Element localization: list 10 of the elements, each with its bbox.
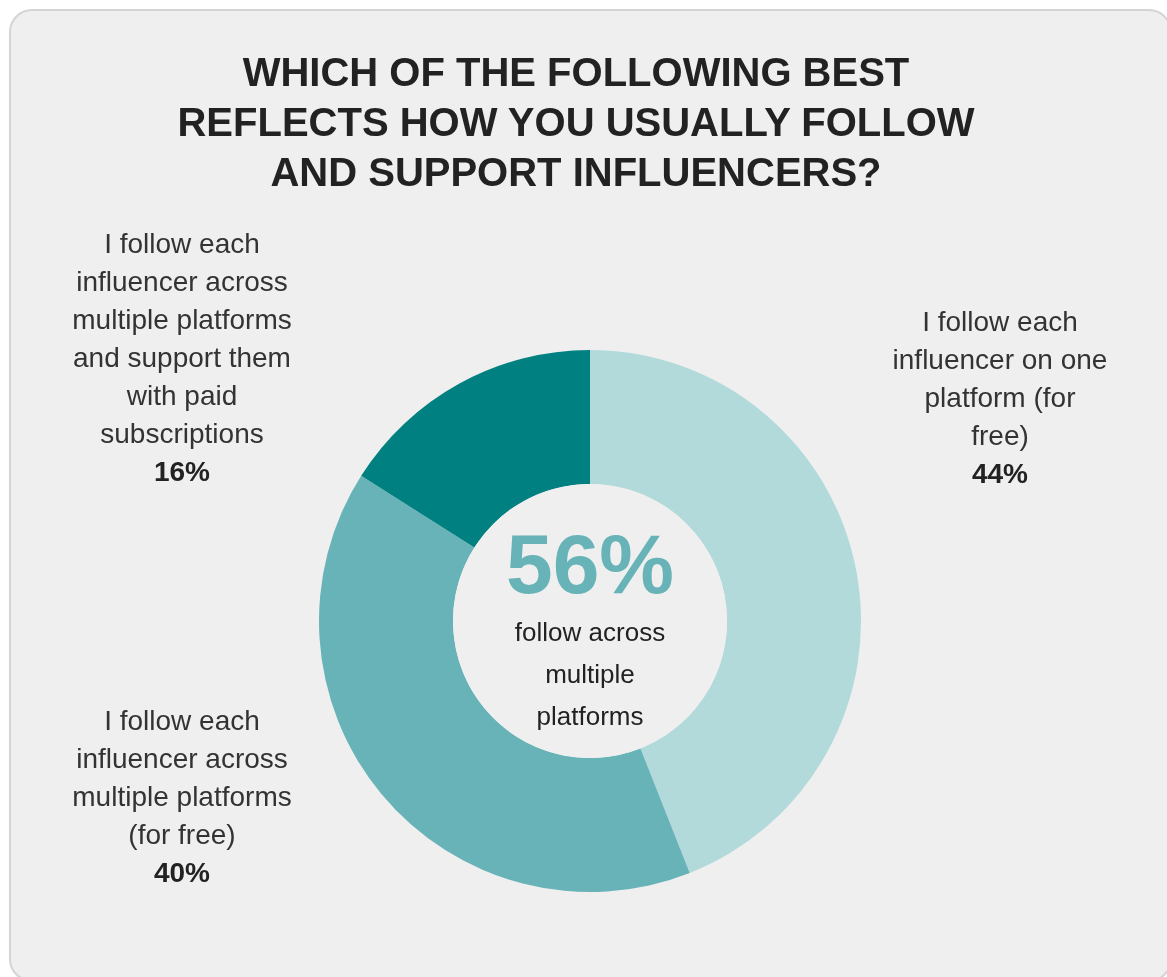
text: follow across multiple platforms: [514, 617, 666, 731]
data-label: 44%: [971, 457, 1029, 489]
chart-title: WHICH OF THE FOLLOWING BEST REFLECTS HOW YOU USUALLY FOLLOW AND SUPPORT INFLUENCERS?: [177, 50, 975, 194]
data-label: 40%: [153, 856, 211, 888]
slice-label: I follow each influencer on one platform (for free): [892, 305, 1108, 451]
slice-label: I follow each influencer across multiple platforms and support them with paid subscriptions: [72, 227, 292, 449]
data-label: 16%: [153, 455, 211, 487]
text: 56%: [505, 517, 675, 611]
donut-slice: [319, 475, 690, 892]
slice-label: I follow each influencer across multiple platforms (for free): [72, 704, 292, 850]
